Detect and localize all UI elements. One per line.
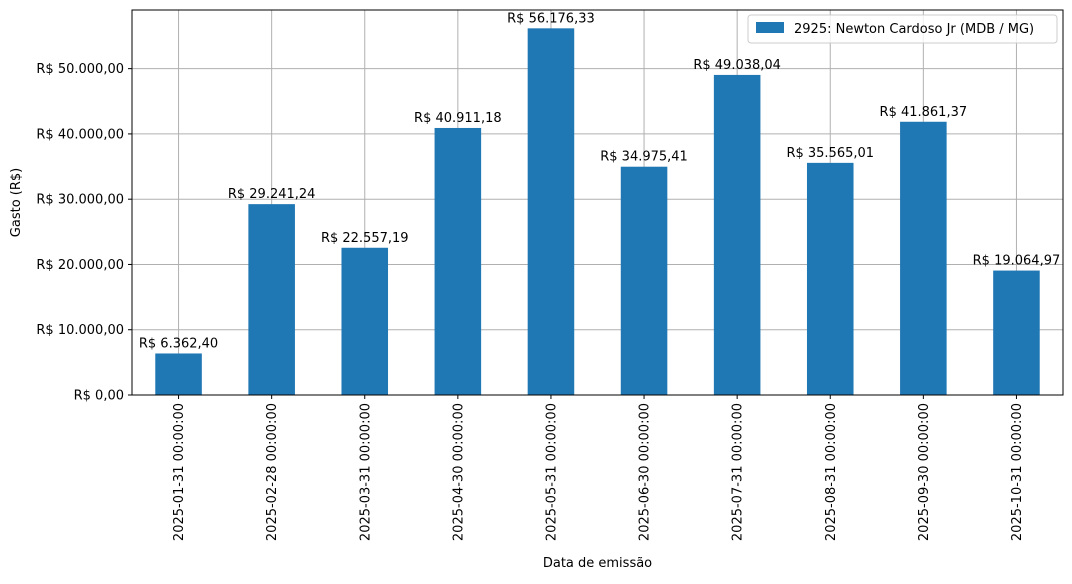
bars	[155, 28, 1040, 396]
x-tick-label: 2025-05-31 00:00:00	[544, 403, 559, 541]
legend-label: 2925: Newton Cardoso Jr (MDB / MG)	[794, 22, 1034, 37]
bar-value-label: R$ 41.861,37	[880, 105, 968, 120]
x-tick-label: 2025-10-31 00:00:00	[1010, 403, 1025, 541]
bar	[155, 353, 202, 395]
x-tick-label: 2025-06-30 00:00:00	[638, 403, 653, 541]
bar	[248, 204, 295, 395]
bar	[713, 74, 761, 396]
y-tick-label: R$ 40.000,00	[36, 127, 124, 142]
y-tick-label: R$ 50.000,00	[36, 62, 124, 77]
bar-value-label: R$ 22.557,19	[321, 231, 409, 246]
bar	[806, 162, 854, 395]
bar-value-label: R$ 35.565,01	[786, 146, 874, 161]
y-tick-label: R$ 20.000,00	[36, 258, 124, 273]
bar	[620, 166, 668, 395]
x-tick-label: 2025-04-30 00:00:00	[451, 403, 466, 541]
y-tick-label: R$ 30.000,00	[36, 193, 124, 208]
bar	[527, 28, 575, 395]
bar-value-label: R$ 34.975,41	[600, 150, 688, 165]
bar-value-label: R$ 49.038,04	[693, 58, 781, 73]
bar	[993, 270, 1040, 395]
plot-area-frame	[131, 9, 1064, 396]
bar	[434, 127, 482, 395]
x-tick-label: 2025-07-31 00:00:00	[731, 403, 746, 541]
x-tick-label: 2025-02-28 00:00:00	[265, 403, 280, 541]
bar	[341, 247, 389, 395]
legend-swatch	[756, 22, 784, 33]
y-tick-label: R$ 10.000,00	[36, 323, 124, 338]
x-axis-label: Data de emissão	[543, 556, 652, 571]
x-tick-label: 2025-03-31 00:00:00	[358, 403, 373, 541]
x-tick-label: 2025-08-31 00:00:00	[824, 403, 839, 541]
bar-value-label: R$ 19.064,97	[973, 254, 1061, 269]
bar-value-label: R$ 29.241,24	[228, 187, 316, 202]
y-tick-label: R$ 0,00	[74, 389, 124, 404]
x-tick-label: 2025-09-30 00:00:00	[917, 403, 932, 541]
bar-value-label: R$ 56.176,33	[507, 11, 595, 26]
legend-box	[747, 14, 1058, 44]
y-axis-label: Gasto (R$)	[9, 168, 24, 237]
axis-ticks: R$ 0,00 R$ 10.000,00 R$ 20.000,00 R$ 30.000…	[36, 62, 1025, 541]
x-tick-label: 2025-01-31 00:00:00	[172, 403, 187, 541]
bar-value-labels: R$ 6.362,40 R$ 29.241,24 R$ 22.557,19 R$ 40…	[139, 11, 1060, 351]
legend: 2925: Newton Cardoso Jr (MDB / MG)	[747, 14, 1058, 44]
bar-value-label: R$ 6.362,40	[139, 336, 218, 351]
bar	[900, 121, 947, 395]
bar-value-label: R$ 40.911,18	[414, 111, 502, 126]
